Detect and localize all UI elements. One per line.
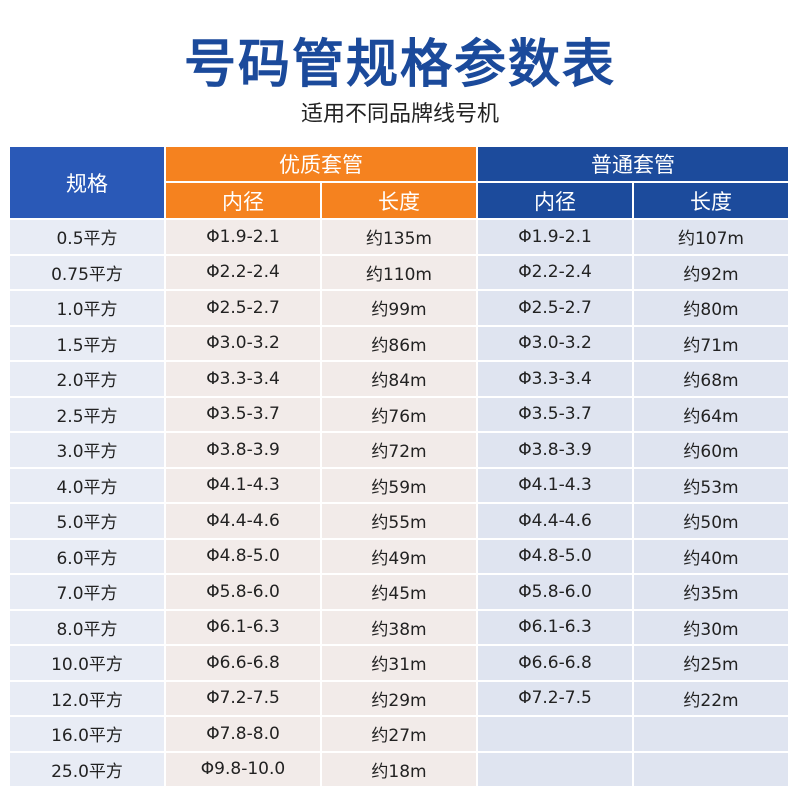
table-cell: 约25m bbox=[634, 646, 790, 682]
spec-cell: 16.0平方 bbox=[10, 717, 166, 753]
table-cell: 约53m bbox=[634, 468, 790, 504]
table-cell: Φ4.8-5.0 bbox=[478, 539, 634, 575]
table-cell: 约86m bbox=[322, 326, 478, 362]
spec-cell: 0.5平方 bbox=[10, 220, 166, 256]
spec-cell: 1.0平方 bbox=[10, 291, 166, 327]
table-cell: 约80m bbox=[634, 291, 790, 327]
table-cell: 约30m bbox=[634, 610, 790, 646]
table-cell: 约64m bbox=[634, 397, 790, 433]
table-cell: 约38m bbox=[322, 610, 478, 646]
table-cell: Φ2.5-2.7 bbox=[478, 291, 634, 327]
table-cell: Φ3.3-3.4 bbox=[478, 362, 634, 398]
table-cell: Φ3.5-3.7 bbox=[166, 397, 322, 433]
table-cell: 约110m bbox=[322, 255, 478, 291]
table-cell: 约18m bbox=[322, 752, 478, 788]
group-header: 普通套管 bbox=[478, 147, 790, 183]
table-cell: Φ6.1-6.3 bbox=[166, 610, 322, 646]
table-cell: 约55m bbox=[322, 504, 478, 540]
table-cell: 约72m bbox=[322, 433, 478, 469]
table-cell: 约76m bbox=[322, 397, 478, 433]
table-cell: Φ7.2-7.5 bbox=[478, 681, 634, 717]
table-cell bbox=[478, 752, 634, 788]
table-cell: Φ3.5-3.7 bbox=[478, 397, 634, 433]
table-cell: Φ1.9-2.1 bbox=[166, 220, 322, 256]
table-cell: Φ3.0-3.2 bbox=[166, 326, 322, 362]
table-cell: Φ7.2-7.5 bbox=[166, 681, 322, 717]
column-header: 长度 bbox=[322, 183, 478, 220]
table-cell: 约92m bbox=[634, 255, 790, 291]
table-cell: Φ3.3-3.4 bbox=[166, 362, 322, 398]
table-cell: Φ6.6-6.8 bbox=[478, 646, 634, 682]
spec-cell: 3.0平方 bbox=[10, 433, 166, 469]
table-cell: 约29m bbox=[322, 681, 478, 717]
table-cell: 约135m bbox=[322, 220, 478, 256]
table-cell: 约84m bbox=[322, 362, 478, 398]
table-cell: Φ7.8-8.0 bbox=[166, 717, 322, 753]
table-cell: 约35m bbox=[634, 575, 790, 611]
table-cell: 约27m bbox=[322, 717, 478, 753]
table-cell: Φ5.8-6.0 bbox=[166, 575, 322, 611]
table-cell bbox=[478, 717, 634, 753]
table-cell: Φ2.2-2.4 bbox=[478, 255, 634, 291]
table-cell: 约59m bbox=[322, 468, 478, 504]
table-cell: Φ6.1-6.3 bbox=[478, 610, 634, 646]
column-header: 内径 bbox=[166, 183, 322, 220]
spec-cell: 5.0平方 bbox=[10, 504, 166, 540]
table-cell: Φ4.4-4.6 bbox=[478, 504, 634, 540]
table-cell: 约49m bbox=[322, 539, 478, 575]
column-header: 内径 bbox=[478, 183, 634, 220]
table-cell: Φ2.5-2.7 bbox=[166, 291, 322, 327]
subtitle: 适用不同品牌线号机 bbox=[300, 102, 499, 127]
table-cell: Φ2.2-2.4 bbox=[166, 255, 322, 291]
spec-cell: 8.0平方 bbox=[10, 610, 166, 646]
table-cell: Φ4.4-4.6 bbox=[166, 504, 322, 540]
table-cell: 约22m bbox=[634, 681, 790, 717]
table-cell: 约71m bbox=[634, 326, 790, 362]
table-cell: 约40m bbox=[634, 539, 790, 575]
table-cell: Φ3.8-3.9 bbox=[478, 433, 634, 469]
spec-cell: 2.5平方 bbox=[10, 397, 166, 433]
group-header: 优质套管 bbox=[166, 147, 478, 183]
table-cell: 约107m bbox=[634, 220, 790, 256]
table-cell: 约60m bbox=[634, 433, 790, 469]
title: 号码管规格参数表 bbox=[183, 35, 616, 95]
spec-cell: 10.0平方 bbox=[10, 646, 166, 682]
table-cell: Φ6.6-6.8 bbox=[166, 646, 322, 682]
table-cell: 约31m bbox=[322, 646, 478, 682]
spec-cell: 0.75平方 bbox=[10, 255, 166, 291]
spec-cell: 7.0平方 bbox=[10, 575, 166, 611]
table-cell: Φ9.8-10.0 bbox=[166, 752, 322, 788]
table-cell: Φ4.8-5.0 bbox=[166, 539, 322, 575]
table-cell bbox=[634, 752, 790, 788]
spec-cell: 4.0平方 bbox=[10, 468, 166, 504]
table-cell: Φ4.1-4.3 bbox=[478, 468, 634, 504]
table-cell: 约99m bbox=[322, 291, 478, 327]
table-cell bbox=[634, 717, 790, 753]
table-cell: Φ4.1-4.3 bbox=[166, 468, 322, 504]
spec-cell: 1.5平方 bbox=[10, 326, 166, 362]
table-cell: Φ1.9-2.1 bbox=[478, 220, 634, 256]
table-cell: 约45m bbox=[322, 575, 478, 611]
table-cell: 约50m bbox=[634, 504, 790, 540]
spec-cell: 2.0平方 bbox=[10, 362, 166, 398]
table-cell: 约68m bbox=[634, 362, 790, 398]
spec-cell: 12.0平方 bbox=[10, 681, 166, 717]
table-cell: Φ3.8-3.9 bbox=[166, 433, 322, 469]
table-cell: Φ3.0-3.2 bbox=[478, 326, 634, 362]
spec-cell: 6.0平方 bbox=[10, 539, 166, 575]
table-cell: Φ5.8-6.0 bbox=[478, 575, 634, 611]
spec-cell: 25.0平方 bbox=[10, 752, 166, 788]
column-header: 长度 bbox=[634, 183, 790, 220]
spec-header: 规格 bbox=[10, 147, 166, 220]
